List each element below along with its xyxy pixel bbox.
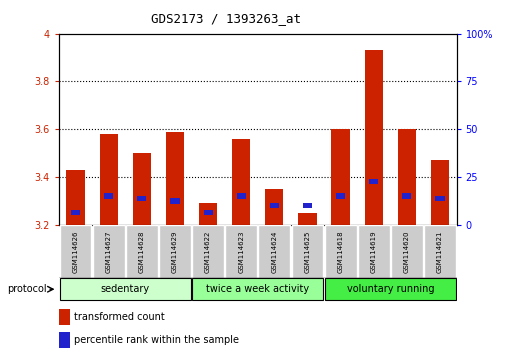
Bar <box>100 134 118 225</box>
Bar <box>369 179 378 184</box>
Text: GSM114628: GSM114628 <box>139 230 145 273</box>
Bar <box>232 139 250 225</box>
Bar <box>67 170 85 225</box>
Bar <box>60 225 91 278</box>
Bar <box>166 132 184 225</box>
Text: voluntary running: voluntary running <box>347 284 434 294</box>
Bar <box>436 196 445 201</box>
Text: GSM114623: GSM114623 <box>238 230 244 273</box>
Text: GSM114625: GSM114625 <box>305 230 310 273</box>
Text: protocol: protocol <box>7 284 46 294</box>
Bar <box>259 225 290 278</box>
Text: sedentary: sedentary <box>101 284 150 294</box>
Bar <box>170 198 180 204</box>
Bar <box>365 50 383 225</box>
Bar <box>59 332 70 348</box>
Bar <box>137 196 146 201</box>
Text: transformed count: transformed count <box>74 312 165 322</box>
Bar <box>398 129 416 225</box>
Bar <box>336 194 345 199</box>
Bar <box>391 225 423 278</box>
Text: GDS2173 / 1393263_at: GDS2173 / 1393263_at <box>151 12 301 25</box>
Bar <box>192 278 323 300</box>
Text: GSM114619: GSM114619 <box>371 230 377 273</box>
Bar <box>424 225 456 278</box>
Bar <box>291 225 323 278</box>
Text: GSM114621: GSM114621 <box>437 230 443 273</box>
Bar <box>402 194 411 199</box>
Bar <box>431 160 449 225</box>
Bar <box>60 278 191 300</box>
Bar <box>299 213 317 225</box>
Text: GSM114629: GSM114629 <box>172 230 178 273</box>
Bar <box>199 203 217 225</box>
Bar <box>126 225 157 278</box>
Bar <box>265 189 284 225</box>
Bar <box>325 278 456 300</box>
Bar <box>104 194 113 199</box>
Bar <box>331 129 350 225</box>
Bar <box>159 225 191 278</box>
Bar <box>204 210 213 216</box>
Bar <box>71 210 80 216</box>
Text: GSM114624: GSM114624 <box>271 230 278 273</box>
Text: GSM114620: GSM114620 <box>404 230 410 273</box>
Text: percentile rank within the sample: percentile rank within the sample <box>74 335 239 346</box>
Bar <box>325 225 357 278</box>
Bar <box>59 309 70 325</box>
Bar <box>236 194 246 199</box>
Bar <box>358 225 390 278</box>
Bar <box>133 153 151 225</box>
Bar <box>93 225 125 278</box>
Text: GSM114626: GSM114626 <box>72 230 78 273</box>
Text: GSM114618: GSM114618 <box>338 230 344 273</box>
Bar <box>225 225 257 278</box>
Bar <box>270 203 279 208</box>
Text: GSM114622: GSM114622 <box>205 230 211 273</box>
Bar <box>303 203 312 208</box>
Text: GSM114627: GSM114627 <box>106 230 112 273</box>
Bar <box>192 225 224 278</box>
Text: twice a week activity: twice a week activity <box>206 284 309 294</box>
